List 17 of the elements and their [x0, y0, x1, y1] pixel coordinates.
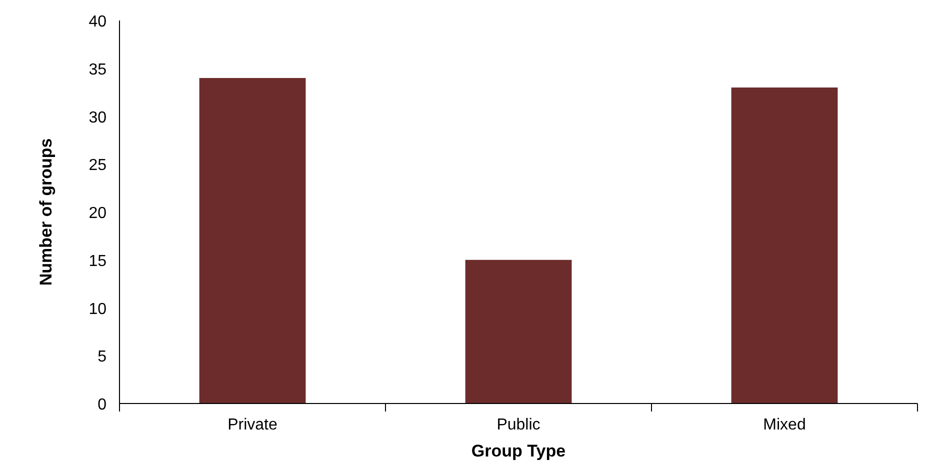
y-tick-label: 25 — [88, 157, 107, 174]
bar — [199, 78, 306, 404]
y-tick-label: 0 — [98, 396, 107, 414]
y-tick-label: 15 — [88, 252, 107, 270]
y-tick-label: 10 — [88, 300, 107, 318]
y-tick-label: 40 — [88, 14, 107, 30]
y-axis-title: Number of groups — [36, 138, 56, 286]
bar — [465, 260, 572, 404]
y-tick-label: 35 — [88, 61, 107, 78]
bar — [731, 88, 838, 404]
y-tick-label: 30 — [88, 109, 107, 126]
x-tick-label: Private — [228, 416, 278, 434]
y-tick-label: 5 — [98, 348, 107, 366]
x-tick-label: Public — [496, 416, 540, 434]
y-tick-label: 20 — [88, 205, 107, 222]
x-axis-title: Group Type — [471, 442, 566, 460]
x-tick-label: Mixed — [763, 416, 806, 434]
